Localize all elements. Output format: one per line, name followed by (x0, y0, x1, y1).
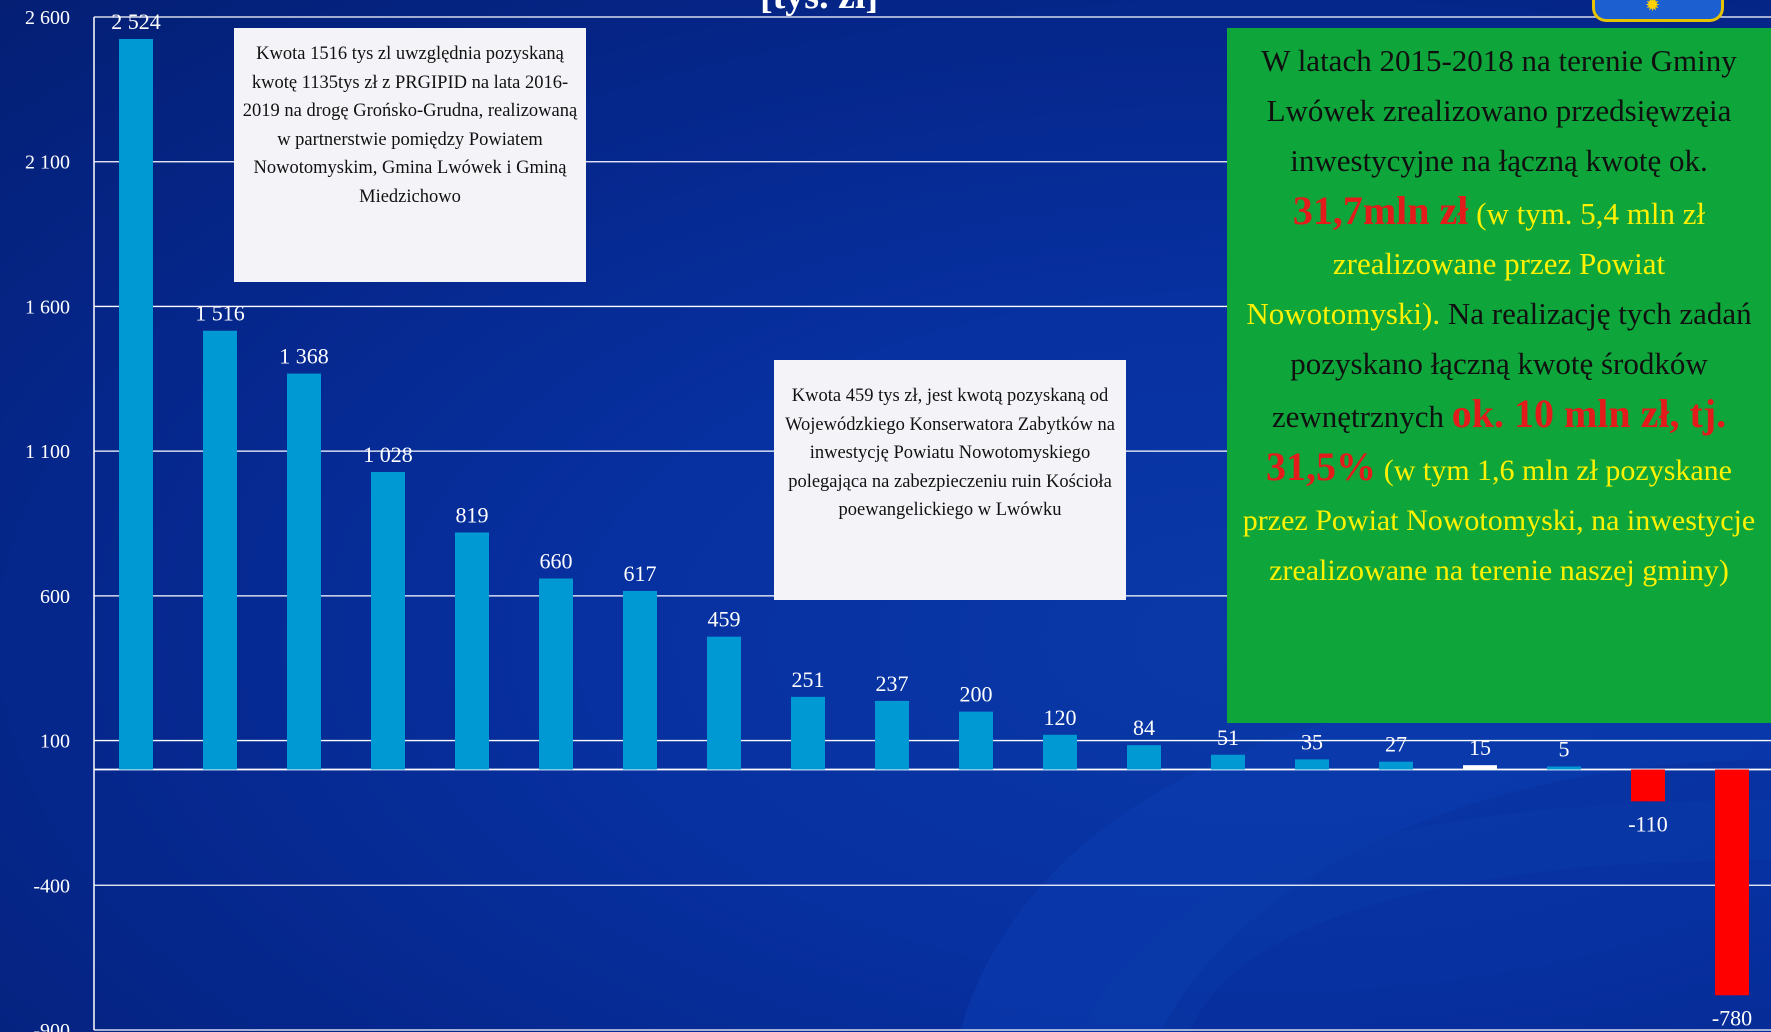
bar (1295, 759, 1329, 770)
summary-box: W latach 2015-2018 na terenie Gminy Lwów… (1227, 28, 1771, 723)
bar (1715, 769, 1749, 996)
bar-value-label: 459 (708, 607, 741, 632)
bar (119, 38, 153, 770)
bar-value-label: 51 (1217, 725, 1239, 750)
bar-value-label: 5 (1559, 737, 1570, 762)
y-axis: 2 600 2 100 1 600 1 100 600 100 -400 -900 (25, 7, 95, 1032)
bar (1379, 761, 1413, 770)
bar-value-label: 819 (456, 502, 489, 527)
coat-of-arms-logo: ✹ (1592, 0, 1724, 22)
bar-value-label: -110 (1628, 811, 1668, 836)
bar (539, 578, 573, 770)
bar-value-label: 120 (1044, 705, 1077, 730)
bar-value-label: 1 028 (363, 442, 413, 467)
summary-funds-amount: ok. 10 mln zł, tj. 31,5% (1265, 391, 1727, 489)
bar (791, 696, 825, 770)
y-tick-label: -900 (33, 1020, 70, 1032)
bar-value-label: 251 (792, 667, 825, 692)
bar-value-label: 84 (1133, 715, 1155, 740)
y-tick-label: -400 (33, 875, 70, 897)
bar-value-label: 15 (1469, 735, 1491, 760)
bar (1463, 765, 1497, 770)
bar-value-label: 200 (960, 682, 993, 707)
bar-value-label: 1 516 (195, 301, 245, 326)
bars (119, 38, 1749, 996)
bar (959, 711, 993, 770)
bar-value-label: 660 (540, 548, 573, 573)
summary-intro: W latach 2015-2018 na terenie Gminy Lwów… (1261, 43, 1737, 178)
bar-value-label: 1 368 (279, 344, 329, 369)
value-labels: 2 524 1 516 1 368 1 028 819 660 617 459 251 237 20… (111, 9, 1752, 1030)
bar-value-label: -780 (1712, 1005, 1752, 1030)
bar-value-label: 617 (624, 561, 657, 586)
annotation-note-church: Kwota 459 tys zł, jest kwotą pozyskaną o… (774, 360, 1126, 600)
bar (287, 373, 321, 770)
bar (1547, 766, 1581, 770)
y-tick-label: 2 600 (25, 7, 70, 29)
summary-county-share: (w tym. 5,4 mln zł zrealizowane przez Po… (1246, 196, 1706, 331)
bar (1211, 754, 1245, 770)
y-tick-label: 100 (40, 731, 70, 753)
y-tick-label: 1 600 (25, 296, 70, 318)
bar (875, 700, 909, 770)
bar (1631, 769, 1665, 802)
y-tick-label: 1 100 (25, 441, 70, 463)
y-tick-label: 600 (40, 586, 70, 608)
summary-total-amount: 31,7mln zł (1292, 188, 1469, 233)
background-swoosh (960, 690, 1771, 1032)
bar (455, 532, 489, 770)
bar (371, 471, 405, 770)
bar-value-label: 237 (876, 671, 909, 696)
bar-value-label: 2 524 (111, 9, 161, 34)
summary-funds-detail: (w tym 1,6 mln zł pozyskane przez Powiat… (1242, 454, 1756, 587)
bar (623, 590, 657, 770)
bar (1127, 745, 1161, 770)
sun-icon: ✹ (1645, 0, 1661, 15)
bar-value-label: 35 (1301, 729, 1323, 754)
y-tick-label: 2 100 (25, 152, 70, 174)
summary-funds-intro: Na realizację tych zadań pozyskano łączn… (1271, 296, 1752, 434)
bar (1043, 734, 1077, 770)
chart-title: [tys. zł] (760, 0, 878, 18)
bar (203, 330, 237, 770)
bar-value-label: 27 (1385, 732, 1407, 757)
annotation-note-road: Kwota 1516 tys zl uwzględnia pozyskaną k… (234, 28, 586, 282)
bar (707, 636, 741, 770)
